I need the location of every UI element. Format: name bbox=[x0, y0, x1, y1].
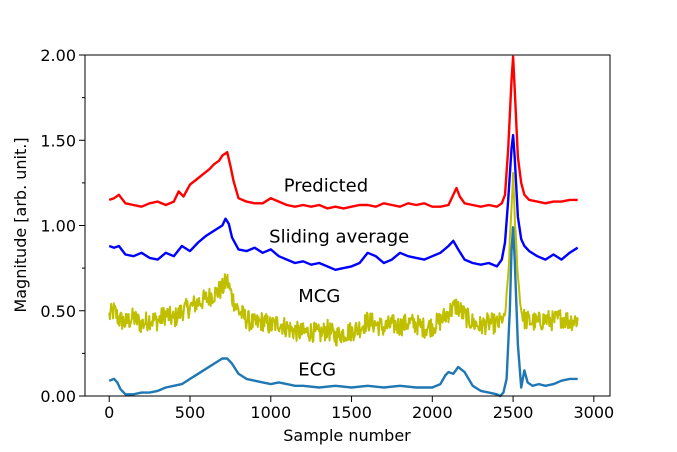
x-tick-label: 1000 bbox=[250, 403, 291, 422]
series-annotation: Predicted bbox=[284, 175, 369, 196]
y-tick-label: 1.00 bbox=[40, 217, 76, 236]
series-line-1 bbox=[108, 133, 579, 271]
y-tick-label: 1.50 bbox=[40, 131, 76, 150]
y-tick-label: 0.00 bbox=[40, 387, 76, 406]
annotations: Predicted Sliding average MCG ECG bbox=[269, 175, 409, 380]
series-layer bbox=[108, 55, 579, 398]
series-annotation: Sliding average bbox=[269, 227, 409, 248]
x-tick-label: 1500 bbox=[331, 403, 372, 422]
plot-frame bbox=[84, 54, 611, 397]
y-axis-label: Magnitude [arb. unit.] bbox=[11, 137, 30, 312]
x-tick-label: 0 bbox=[104, 403, 114, 422]
x-tick-label: 500 bbox=[175, 403, 206, 422]
y-tick-label: 2.00 bbox=[40, 46, 76, 65]
x-tick-label: 3000 bbox=[573, 403, 614, 422]
x-tick-label: 2000 bbox=[412, 403, 453, 422]
x-tick-label: 2500 bbox=[493, 403, 534, 422]
x-axis-label: Sample number bbox=[283, 426, 411, 445]
series-annotation: ECG bbox=[298, 360, 336, 381]
series-line-0 bbox=[108, 55, 578, 210]
series-line-2 bbox=[108, 171, 579, 347]
x-axis-ticks: 0 500 1000 1500 2000 2500 3000 bbox=[104, 396, 614, 422]
series-annotation: MCG bbox=[298, 286, 340, 307]
y-tick-label: 0.50 bbox=[40, 302, 76, 321]
series-line-3 bbox=[108, 226, 578, 398]
y-axis-ticks: 0.00 0.50 1.00 1.50 2.00 bbox=[40, 46, 85, 406]
